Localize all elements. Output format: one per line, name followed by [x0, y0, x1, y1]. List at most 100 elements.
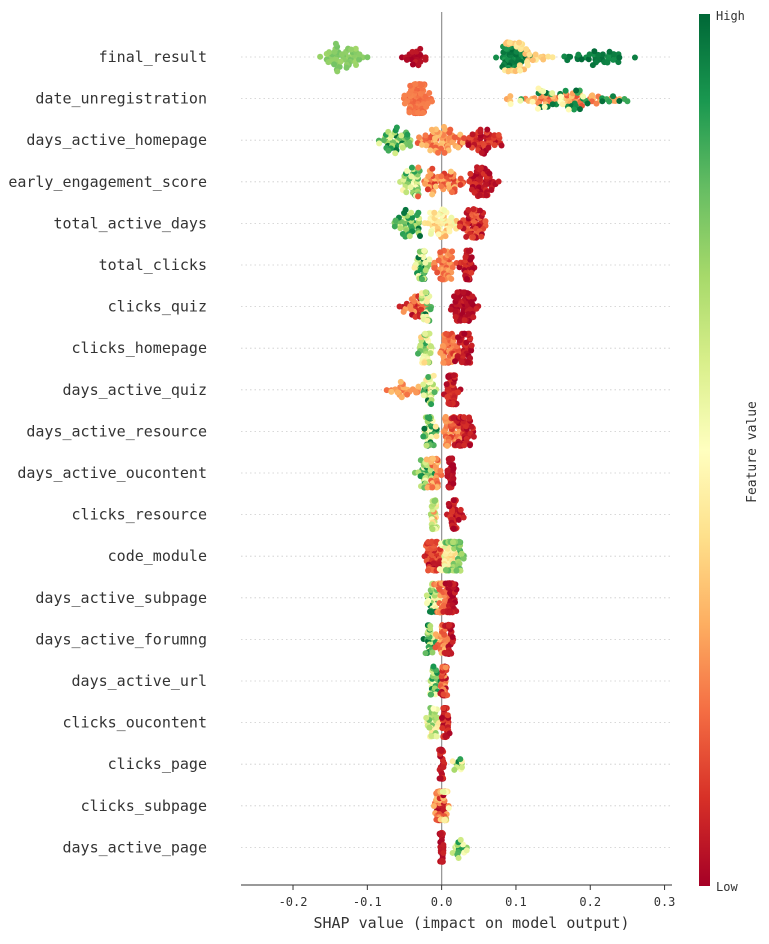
point-days_active_oucontent [417, 457, 424, 464]
point-days_active_quiz [450, 372, 457, 379]
point-final_result [589, 62, 596, 69]
point-days_active_homepage [392, 150, 399, 157]
point-date_unregistration [426, 90, 433, 97]
point-final_result [615, 59, 622, 66]
point-total_active_days [402, 206, 409, 213]
point-code_module [460, 555, 467, 562]
point-days_active_forumng [446, 622, 453, 629]
point-days_active_subpage [450, 581, 457, 588]
point-date_unregistration [529, 98, 536, 105]
point-days_active_forumng [429, 649, 436, 656]
point-total_active_days [402, 233, 409, 240]
point-date_unregistration [534, 105, 541, 112]
feature-label-days_active_subpage: days_active_subpage [35, 589, 207, 607]
point-final_result [578, 56, 585, 63]
point-early_engagement_score [403, 189, 410, 196]
point-final_result [532, 51, 539, 58]
point-date_unregistration [401, 100, 408, 107]
point-days_active_homepage [393, 124, 400, 131]
point-days_active_page [440, 850, 447, 857]
point-days_active_quiz [455, 389, 462, 396]
point-date_unregistration [580, 93, 587, 100]
point-days_active_oucontent [450, 461, 457, 468]
point-clicks_resource [460, 514, 467, 521]
point-days_active_page [455, 855, 462, 862]
point-final_result [337, 58, 344, 65]
point-clicks_subpage [430, 802, 437, 809]
point-days_active_oucontent [423, 456, 430, 463]
feature-label-days_active_resource: days_active_resource [26, 422, 207, 440]
point-clicks_homepage [426, 330, 433, 337]
point-clicks_oucontent [430, 705, 437, 712]
point-date_unregistration [559, 101, 566, 108]
colorbar-low-label: Low [716, 880, 738, 894]
point-final_result [523, 46, 530, 53]
point-total_active_days [427, 209, 434, 216]
point-final_result [610, 56, 617, 63]
point-date_unregistration [517, 97, 524, 104]
point-clicks_quiz [447, 306, 454, 313]
point-days_active_homepage [438, 145, 445, 152]
point-total_active_days [442, 233, 449, 240]
point-early_engagement_score [424, 186, 431, 193]
feature-label-clicks_page: clicks_page [108, 755, 207, 773]
point-days_active_oucontent [433, 484, 440, 491]
point-early_engagement_score [415, 193, 422, 200]
point-days_active_homepage [380, 137, 387, 144]
point-code_module [450, 539, 457, 546]
point-final_result [564, 57, 571, 64]
point-final_result [516, 39, 523, 46]
point-total_active_days [441, 207, 448, 214]
point-days_active_homepage [491, 142, 498, 149]
point-date_unregistration [540, 88, 547, 95]
point-days_active_page [438, 858, 445, 865]
point-final_result [599, 51, 606, 58]
point-days_active_quiz [420, 392, 427, 399]
point-clicks_subpage [440, 789, 447, 795]
point-final_result [585, 56, 592, 63]
point-clicks_oucontent [442, 733, 449, 740]
feature-label-days_active_forumng: days_active_forumng [35, 630, 207, 648]
point-date_unregistration [565, 106, 572, 113]
point-final_result [415, 62, 422, 69]
point-total_active_days [397, 225, 404, 232]
point-date_unregistration [401, 92, 408, 99]
point-clicks_quiz [452, 313, 459, 320]
point-days_active_page [437, 830, 444, 837]
point-early_engagement_score [467, 170, 474, 177]
point-final_result [616, 54, 623, 61]
point-days_active_homepage [447, 126, 454, 133]
point-early_engagement_score [425, 173, 432, 180]
point-date_unregistration [562, 87, 569, 94]
point-days_active_subpage [446, 581, 453, 588]
point-early_engagement_score [408, 173, 415, 180]
point-days_active_subpage [440, 608, 447, 615]
point-date_unregistration [423, 103, 430, 110]
point-days_active_quiz [394, 389, 401, 396]
point-days_active_resource [433, 433, 440, 440]
point-clicks_resource [429, 526, 436, 533]
point-date_unregistration [589, 92, 596, 99]
point-final_result [591, 48, 598, 55]
point-date_unregistration [549, 101, 556, 108]
colorbar-title: Feature value [745, 401, 760, 503]
point-days_active_quiz [443, 381, 450, 388]
point-days_active_url [430, 663, 437, 670]
point-final_result [356, 51, 363, 58]
point-clicks_page [457, 756, 464, 763]
point-clicks_oucontent [440, 705, 447, 712]
point-days_active_forumng [422, 650, 429, 657]
point-date_unregistration [507, 100, 514, 107]
point-days_active_subpage [423, 592, 430, 599]
point-days_active_resource [426, 414, 433, 421]
point-final_result [409, 61, 416, 68]
point-days_active_resource [460, 414, 467, 421]
point-final_result [353, 62, 360, 69]
point-days_active_homepage [435, 149, 442, 156]
point-total_active_days [477, 207, 484, 214]
point-clicks_page [437, 775, 444, 782]
point-days_active_quiz [420, 381, 427, 388]
point-date_unregistration [549, 90, 556, 97]
